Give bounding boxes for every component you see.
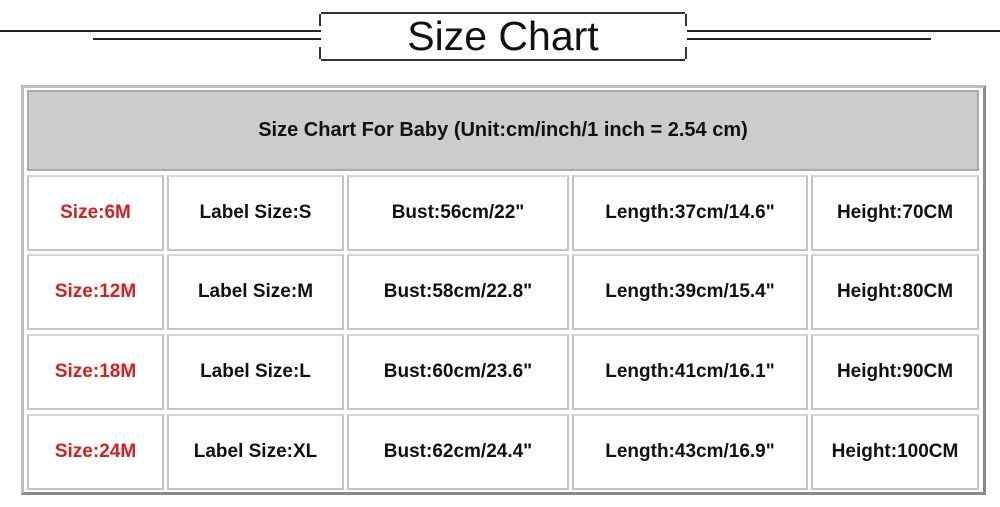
cell-label-size: Label Size:XL: [167, 414, 344, 490]
cell-length: Length:43cm/16.9": [572, 414, 808, 490]
cell-size: Size:6M: [27, 175, 164, 251]
cell-height: Height:70CM: [811, 175, 979, 251]
table-caption: Size Chart For Baby (Unit:cm/inch/1 inch…: [27, 90, 979, 171]
cell-height: Height:80CM: [811, 254, 979, 330]
cell-size: Size:24M: [27, 414, 164, 490]
title-box: Size Chart: [319, 12, 687, 61]
cell-height: Height:90CM: [811, 334, 979, 410]
cell-bust: Bust:56cm/22": [347, 175, 569, 251]
cell-bust: Bust:62cm/24.4": [347, 414, 569, 490]
cell-bust: Bust:58cm/22.8": [347, 254, 569, 330]
cell-length: Length:39cm/15.4": [572, 254, 808, 330]
title-rule-bottom-left: [93, 38, 321, 40]
cell-label-size: Label Size:S: [167, 175, 344, 251]
title-rule-bottom-right: [687, 38, 931, 40]
page-title: Size Chart: [407, 13, 599, 59]
title-rule-top-right: [687, 30, 1000, 32]
cell-label-size: Label Size:L: [167, 334, 344, 410]
cell-size: Size:18M: [27, 334, 164, 410]
title-rule-top-left: [0, 30, 321, 32]
cell-length: Length:37cm/14.6": [572, 175, 808, 251]
cell-size: Size:12M: [27, 254, 164, 330]
cell-length: Length:41cm/16.1": [572, 334, 808, 410]
cell-label-size: Label Size:M: [167, 254, 344, 330]
cell-height: Height:100CM: [811, 414, 979, 490]
cell-bust: Bust:60cm/23.6": [347, 334, 569, 410]
